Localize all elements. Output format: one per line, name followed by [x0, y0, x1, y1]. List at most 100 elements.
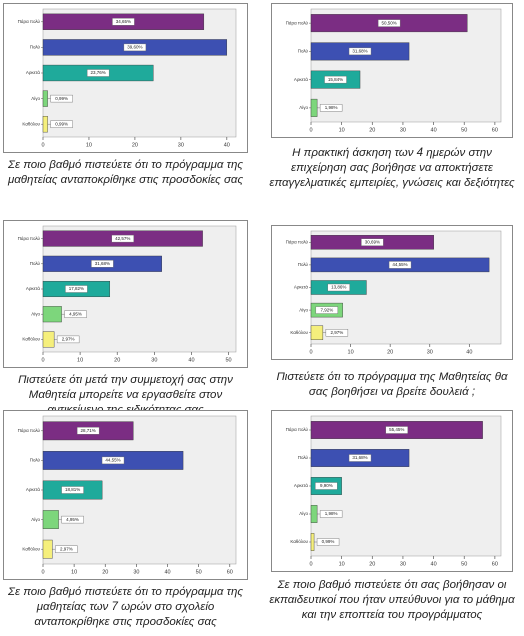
value-label: 2,97%	[62, 337, 75, 342]
chart-caption: Πιστεύετε ότι το πρόγραμμα της Μαθητείας…	[276, 371, 508, 398]
x-tick-label: 20	[387, 349, 393, 355]
x-tick-label: 30	[427, 349, 433, 355]
y-tick-label: Λίγο	[299, 105, 308, 110]
y-tick-label: Αρκετά	[26, 69, 41, 75]
value-label-box	[64, 310, 87, 318]
x-tick-label: 10	[77, 357, 83, 363]
value-label: 0,99%	[55, 96, 68, 101]
x-tick-label: 0	[41, 142, 44, 148]
chart: 0 10 20 30 40 50 60 Πάρα πολύ 50,50% Πολύ 31,68% Αρ…	[271, 3, 513, 138]
value-label: 17,82%	[69, 286, 84, 291]
x-tick-label: 50	[461, 127, 467, 133]
value-label: 2,97%	[330, 330, 343, 335]
y-tick-label: Καθόλου	[290, 538, 308, 544]
y-tick-label: Πάρα πολύ	[18, 235, 41, 241]
value-label-box	[50, 94, 73, 103]
value-label-box	[348, 454, 372, 462]
value-label-box	[55, 545, 78, 553]
chart: 0 10 20 30 40 50 Πάρα πολύ 42,57% Πολύ 31,68% Αρκε…	[3, 220, 248, 368]
value-label-box	[361, 238, 384, 247]
bar	[42, 116, 48, 133]
y-tick-label: Αρκετά	[294, 284, 309, 290]
bar	[310, 533, 315, 551]
y-tick-label: Πάρα πολύ	[286, 238, 309, 244]
value-label: 31,68%	[352, 455, 367, 460]
x-tick-label: 0	[309, 561, 312, 567]
y-tick-label: Αρκετά	[294, 76, 309, 82]
value-label: 1,98%	[325, 511, 338, 516]
bar	[310, 98, 318, 117]
plot-area	[310, 415, 502, 557]
value-label-box	[111, 234, 134, 243]
value-label-box	[377, 19, 401, 27]
value-label: 39,60%	[127, 45, 142, 50]
value-label-box	[385, 426, 409, 434]
value-label-box	[112, 18, 135, 26]
value-label: 23,76%	[91, 70, 106, 75]
y-tick-label: Λίγο	[299, 511, 308, 516]
chart-caption: Σε ποιο βαθμό πιστεύετε ότι το πρόγραμμα…	[7, 159, 244, 186]
x-tick-label: 10	[339, 561, 345, 567]
value-label: 28,71%	[81, 428, 96, 433]
value-label: 2,97%	[60, 546, 73, 551]
value-label-box	[388, 261, 412, 269]
y-tick-label: Αρκετά	[294, 482, 309, 488]
value-label: 13,86%	[331, 285, 346, 290]
value-label: 34,65%	[116, 19, 131, 24]
chart: 0 10 20 30 40 Πάρα πολύ 30,69% Πολύ 44,55% Αρκετά…	[271, 225, 513, 360]
x-tick-label: 30	[178, 142, 184, 148]
y-tick-label: Καθόλου	[22, 545, 40, 551]
x-tick-label: 40	[466, 349, 472, 355]
value-label: 42,57%	[115, 236, 130, 241]
x-tick-label: 0	[309, 349, 312, 355]
x-tick-label: 20	[102, 569, 108, 575]
y-tick-label: Λίγο	[31, 517, 40, 522]
value-label: 1,98%	[325, 105, 338, 110]
x-tick-label: 10	[348, 349, 354, 355]
value-label: 7,92%	[320, 307, 333, 312]
y-tick-label: Αρκετά	[26, 486, 41, 492]
y-tick-label: Καθόλου	[290, 329, 308, 335]
bar	[42, 331, 55, 348]
chart: 0 10 20 30 40 50 60 Πάρα πολύ 28,71% Πολύ 44,55% Αρ…	[3, 410, 248, 580]
value-label: 44,55%	[392, 262, 407, 267]
x-tick-label: 10	[339, 127, 345, 133]
x-tick-label: 20	[132, 142, 138, 148]
bar	[42, 539, 53, 559]
value-label-box	[56, 335, 80, 344]
value-label: 0,99%	[322, 539, 335, 544]
chart: 0 10 20 30 40 Πάρα πολύ 34,65% Πολύ 39,60% Αρκετά…	[3, 3, 248, 153]
x-tick-label: 20	[369, 561, 375, 567]
value-label-box	[123, 43, 147, 52]
chart-caption: Σε ποιο βαθμό πιστεύετε ότι το πρόγραμμα…	[8, 586, 243, 628]
y-tick-label: Πολύ	[298, 261, 309, 267]
chart-panel: 0 10 20 30 40 Πάρα πολύ 34,65% Πολύ 39,60% Αρκετά…	[3, 3, 248, 153]
chart-panel: 0 10 20 30 40 50 60 Πάρα πολύ 28,71% Πολύ 44,55% Αρ…	[3, 410, 248, 580]
chart-panel: 0 10 20 30 40 50 60 Πάρα πολύ 55,45% Πολύ 31,68% Αρ…	[271, 410, 513, 572]
value-label-box	[76, 427, 100, 435]
y-tick-label: Πάρα πολύ	[286, 426, 309, 432]
value-label: 50,50%	[382, 20, 397, 25]
y-tick-label: Πολύ	[30, 457, 41, 463]
x-tick-label: 0	[309, 127, 312, 133]
value-label: 31,68%	[95, 261, 110, 266]
y-tick-label: Πολύ	[298, 48, 309, 54]
y-tick-label: Πολύ	[298, 454, 309, 460]
value-label: 9,90%	[320, 483, 333, 488]
value-label: 55,45%	[389, 427, 404, 432]
x-tick-label: 30	[151, 357, 157, 363]
value-label: 4,95%	[66, 517, 79, 522]
value-label-box	[319, 104, 343, 112]
y-tick-label: Αρκετά	[26, 285, 41, 291]
y-tick-label: Πάρα πολύ	[18, 427, 41, 433]
x-tick-label: 50	[226, 357, 232, 363]
value-label: 31,68%	[352, 49, 367, 54]
y-tick-label: Πάρα πολύ	[286, 19, 309, 25]
y-tick-label: Πάρα πολύ	[18, 18, 41, 24]
x-tick-label: 30	[400, 127, 406, 133]
bar	[42, 510, 59, 529]
x-tick-label: 60	[227, 569, 233, 575]
bar	[310, 505, 318, 523]
value-label: 18,81%	[65, 487, 80, 492]
